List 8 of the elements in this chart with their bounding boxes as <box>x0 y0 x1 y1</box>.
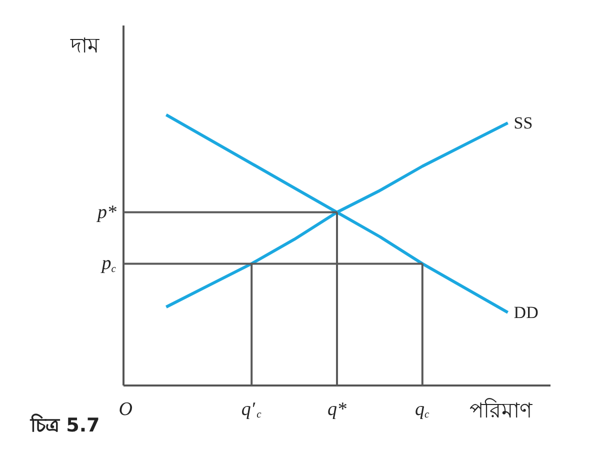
annotation: p* <box>96 202 117 223</box>
x-tick-label: O <box>118 399 133 420</box>
series-label: DD <box>514 302 538 322</box>
x-axis-title: পরিমাণ <box>470 398 532 422</box>
series-label: SS <box>514 113 533 132</box>
y-axis-title: দাম <box>70 34 100 58</box>
text: চিত্র 5.7 <box>30 414 100 436</box>
x-tick-label: q* <box>328 399 347 420</box>
